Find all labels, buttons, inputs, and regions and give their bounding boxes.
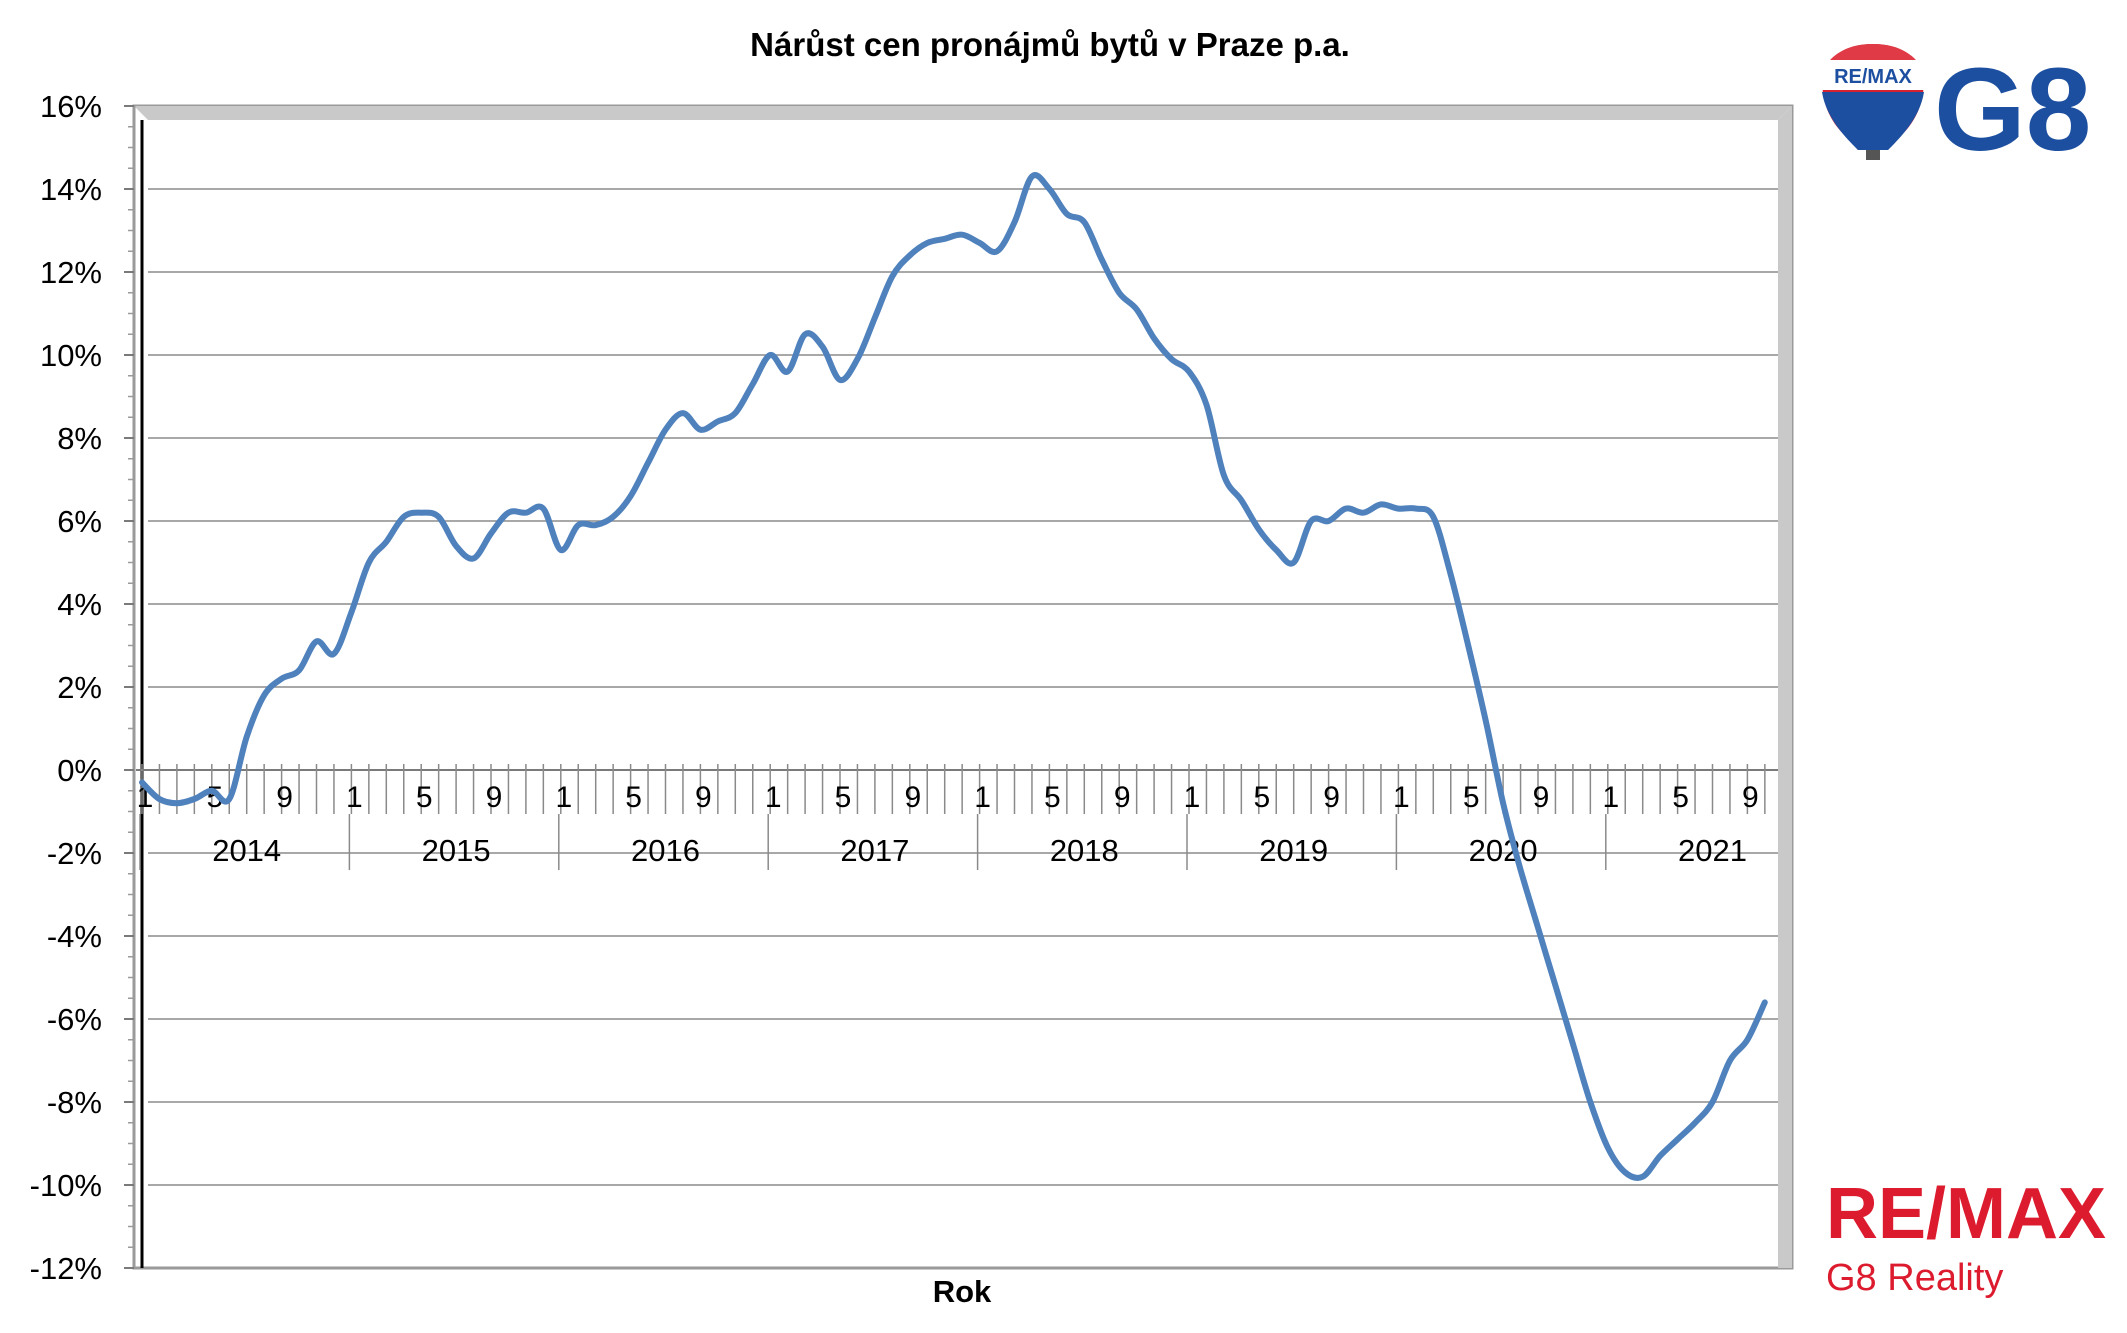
- y-axis: 16% 14% 12% 10% 8% 6% 4% 2% 0% -2% -4% -6% -8% -10% -1…: [30, 89, 136, 1286]
- x-month-label: 5: [1463, 781, 1480, 814]
- x-year-label: 2019: [1259, 833, 1328, 868]
- y-tick-label: 2%: [57, 670, 102, 705]
- y-tick-label: 16%: [40, 89, 102, 124]
- g8-logo: G8: [1934, 44, 2091, 176]
- series-line: [139, 172, 1768, 1181]
- x-month-label: 1: [555, 781, 572, 814]
- x-month-label: 9: [276, 781, 293, 814]
- y-tick-label: 8%: [57, 421, 102, 456]
- x-month-label: 1: [974, 781, 991, 814]
- x-month-label: 5: [1253, 781, 1270, 814]
- x-month-label: 1: [1184, 781, 1201, 814]
- x-month-label: 1: [1602, 781, 1619, 814]
- x-year-label: 2016: [631, 833, 700, 868]
- series-path: [139, 172, 1768, 1181]
- x-month-label: 1: [346, 781, 363, 814]
- y-tick-label: 10%: [40, 338, 102, 373]
- y-tick-label: -4%: [47, 919, 102, 954]
- g8-reality-text: G8 Reality: [1826, 1257, 2003, 1299]
- x-month-label: 1: [765, 781, 782, 814]
- x-month-label: 9: [1742, 781, 1759, 814]
- y-tick-label: 6%: [57, 504, 102, 539]
- x-year-label: 2015: [422, 833, 491, 868]
- x-month-label: 5: [1044, 781, 1061, 814]
- x-year-label: 2018: [1050, 833, 1119, 868]
- y-tick-label: 12%: [40, 255, 102, 290]
- x-month-label: 9: [904, 781, 921, 814]
- y-tick-label: -6%: [47, 1002, 102, 1037]
- x-year-label: 2021: [1678, 833, 1747, 868]
- x-month-label: 9: [486, 781, 503, 814]
- y-tick-label: -10%: [30, 1168, 102, 1203]
- x-month-label: 9: [1533, 781, 1550, 814]
- y-tick-label: -8%: [47, 1085, 102, 1120]
- remax-balloon-logo: RE/MAX: [1816, 44, 1930, 160]
- x-month-label: 5: [835, 781, 852, 814]
- y-tick-label: -12%: [30, 1251, 102, 1286]
- x-month-label: 5: [625, 781, 642, 814]
- y-tick-label: 4%: [57, 587, 102, 622]
- x-month-label: 5: [416, 781, 433, 814]
- x-month-label: 9: [695, 781, 712, 814]
- x-year-label: 2017: [840, 833, 909, 868]
- x-axis-label: Rok: [933, 1274, 992, 1309]
- y-tick-label: 0%: [57, 753, 102, 788]
- x-year-label: 2014: [212, 833, 281, 868]
- x-month-label: 9: [1323, 781, 1340, 814]
- x-month-label: 9: [1114, 781, 1131, 814]
- x-month-label: 5: [1672, 781, 1689, 814]
- y-tick-label: 14%: [40, 172, 102, 207]
- y-tick-label: -2%: [47, 836, 102, 871]
- x-year-label: 2020: [1469, 833, 1538, 868]
- x-month-label: 1: [1393, 781, 1410, 814]
- remax-wordmark: RE/MAX: [1826, 1174, 2106, 1254]
- balloon-label: RE/MAX: [1834, 66, 1912, 88]
- chart-title: Nárůst cen pronájmů bytů v Praze p.a.: [750, 26, 1350, 63]
